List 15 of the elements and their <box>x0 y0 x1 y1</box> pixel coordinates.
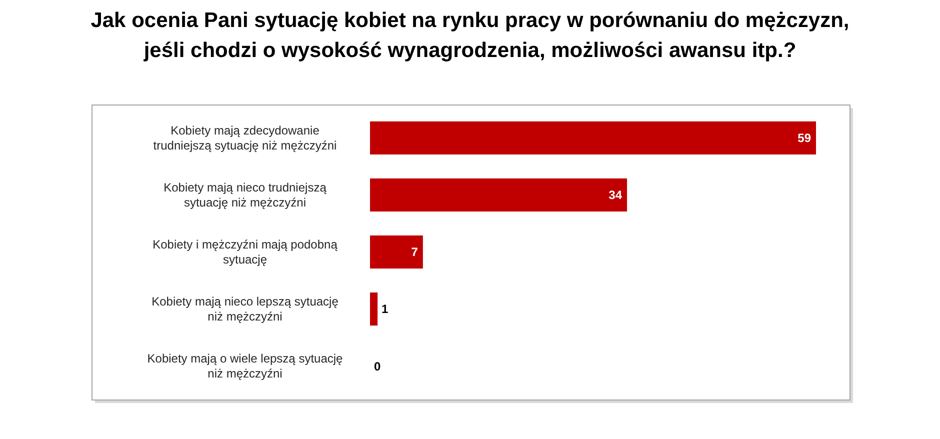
bar <box>370 292 378 326</box>
y-tick-label: Kobiety mają nieco lepszą sytuację niż mężczyźni <box>152 294 339 324</box>
y-tick-label: Kobiety mają o wiele lepszą sytuację niż mężczyźni <box>147 352 344 381</box>
bar <box>370 235 423 269</box>
bar <box>370 121 816 154</box>
data-label: 0 <box>374 359 381 374</box>
bar <box>370 178 628 212</box>
data-label: 7 <box>411 245 418 260</box>
y-tick-label: Kobiety mają nieco trudniejszą sytuację niż mężczyźni <box>164 180 327 210</box>
y-tick-label: Kobiety mają zdecydowanie trudniejszą sytuację niż mężczyźni <box>153 123 337 152</box>
data-label: 34 <box>608 188 622 202</box>
data-label: 59 <box>798 131 812 146</box>
chart-title: Jak ocenia Pani sytuację kobiet na rynku pracy w porównaniu do mężczyzn, jeśli chodzi o wysokość wynagrodzenia, możliwości awansu itp.? <box>90 9 850 62</box>
data-label: 1 <box>382 302 389 316</box>
y-tick-label: Kobiety i mężczyźni mają podobną sytuację <box>152 238 338 266</box>
